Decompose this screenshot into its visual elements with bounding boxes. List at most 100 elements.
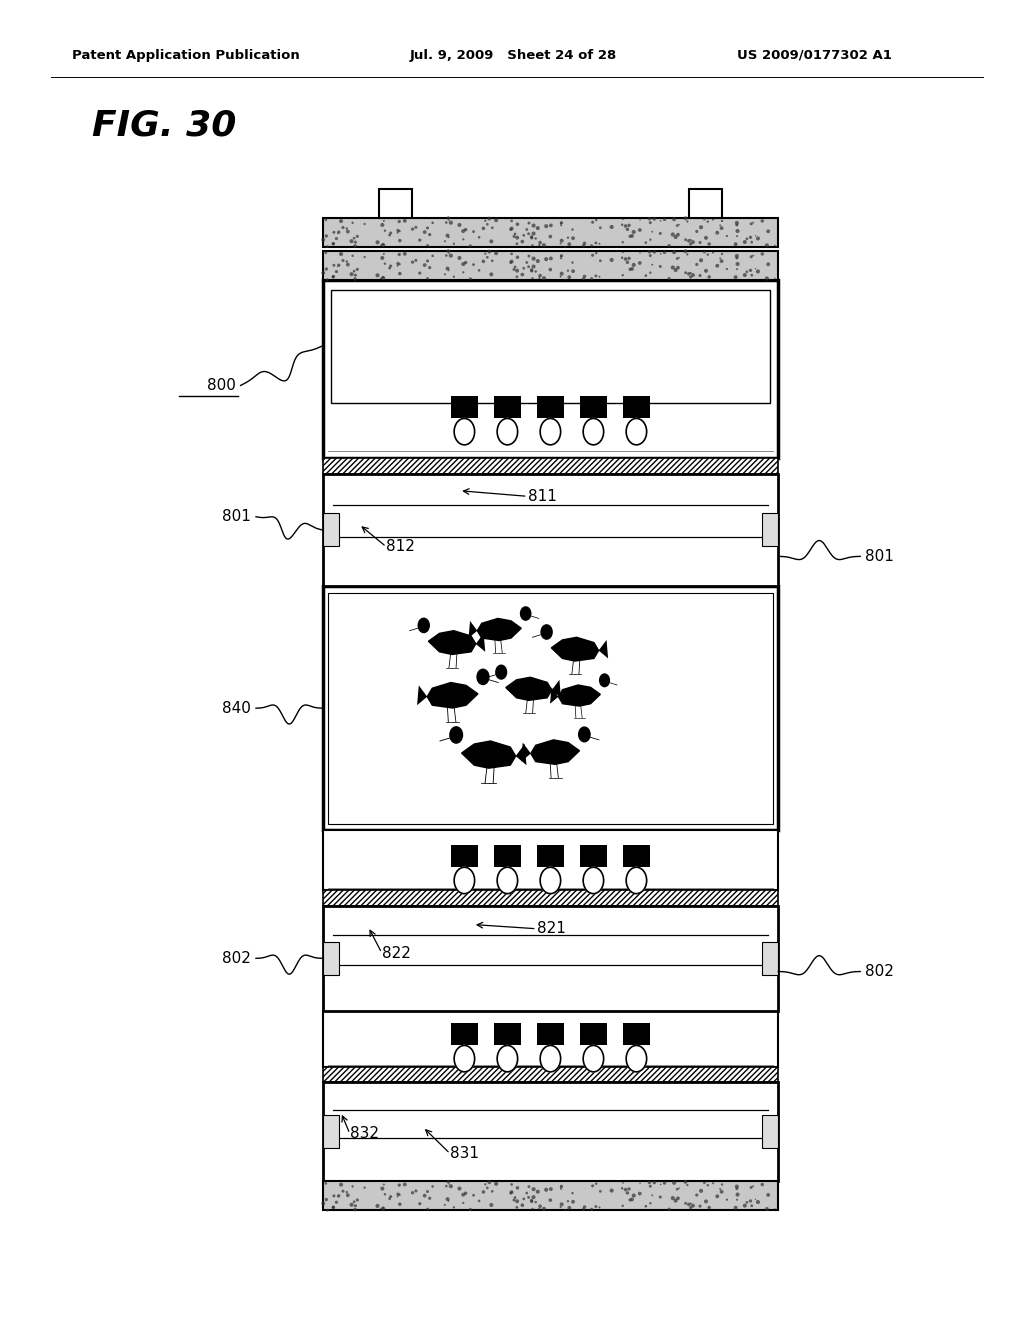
Point <box>536 268 552 289</box>
Point <box>465 253 481 275</box>
Point <box>729 220 745 242</box>
Point <box>481 209 498 230</box>
Point <box>419 218 435 239</box>
Point <box>529 1181 546 1203</box>
Point <box>738 1192 755 1213</box>
Point <box>422 224 438 246</box>
Point <box>712 248 728 269</box>
Point <box>373 268 389 289</box>
Point <box>375 267 391 288</box>
Polygon shape <box>558 685 600 706</box>
Point <box>677 207 693 228</box>
Point <box>575 235 592 256</box>
Point <box>455 228 471 249</box>
Point <box>509 1191 525 1212</box>
Point <box>326 255 342 276</box>
Point <box>391 244 408 265</box>
Point <box>504 1173 520 1195</box>
Point <box>465 220 481 242</box>
Point <box>391 1175 408 1196</box>
Point <box>346 1191 362 1212</box>
Point <box>514 1195 530 1216</box>
Point <box>507 223 523 244</box>
Point <box>527 261 544 282</box>
Circle shape <box>579 727 590 742</box>
Point <box>642 1176 658 1197</box>
Point <box>560 1191 577 1212</box>
Point <box>743 231 760 252</box>
Point <box>622 1189 638 1210</box>
Point <box>592 251 608 272</box>
Point <box>340 253 356 275</box>
Bar <box>580 845 606 867</box>
Bar <box>323 890 778 906</box>
Point <box>554 230 570 251</box>
Point <box>347 1195 364 1216</box>
Point <box>462 235 478 256</box>
Point <box>577 232 593 253</box>
Polygon shape <box>551 638 599 661</box>
Bar <box>762 513 778 546</box>
Point <box>445 1197 462 1218</box>
Bar <box>623 1023 649 1045</box>
Point <box>440 1191 457 1212</box>
Point <box>614 231 631 252</box>
Point <box>529 251 546 272</box>
Point <box>438 213 455 234</box>
Point <box>750 1192 766 1213</box>
Point <box>389 222 406 243</box>
Point <box>504 251 520 272</box>
Point <box>344 213 360 234</box>
Point <box>642 263 658 284</box>
Point <box>620 219 636 240</box>
Point <box>390 1184 407 1205</box>
Point <box>697 260 714 281</box>
Point <box>727 1197 743 1218</box>
Point <box>683 1193 699 1214</box>
Point <box>743 1195 760 1216</box>
Point <box>565 260 582 281</box>
Point <box>632 209 648 230</box>
Point <box>507 256 523 277</box>
Point <box>404 252 421 273</box>
Point <box>754 1173 770 1195</box>
Point <box>479 1177 496 1199</box>
Circle shape <box>497 418 517 445</box>
Point <box>553 215 569 236</box>
Point <box>514 264 530 285</box>
Point <box>525 223 542 244</box>
Point <box>325 1197 341 1218</box>
Point <box>524 1199 541 1220</box>
Point <box>349 226 366 247</box>
Point <box>553 213 569 234</box>
Point <box>603 1180 620 1201</box>
Bar <box>323 251 778 280</box>
Point <box>660 235 677 256</box>
Point <box>683 230 699 251</box>
Point <box>641 209 657 230</box>
Point <box>462 1199 478 1220</box>
Point <box>439 1188 456 1209</box>
Point <box>484 218 501 239</box>
Point <box>503 252 519 273</box>
Point <box>483 231 500 252</box>
Point <box>652 1187 669 1208</box>
Polygon shape <box>516 744 526 766</box>
Point <box>542 1189 558 1210</box>
Point <box>396 243 413 264</box>
Point <box>425 246 441 267</box>
Text: Jul. 9, 2009   Sheet 24 of 28: Jul. 9, 2009 Sheet 24 of 28 <box>410 49 616 62</box>
Bar <box>323 586 778 830</box>
Point <box>326 234 342 255</box>
Point <box>377 220 393 242</box>
Point <box>317 210 334 231</box>
Point <box>440 210 457 231</box>
Point <box>440 227 457 248</box>
Point <box>679 1175 695 1196</box>
Point <box>458 1183 474 1204</box>
Point <box>561 267 578 288</box>
Point <box>521 213 538 234</box>
Point <box>374 1177 390 1199</box>
Point <box>666 242 682 263</box>
Circle shape <box>583 867 603 894</box>
